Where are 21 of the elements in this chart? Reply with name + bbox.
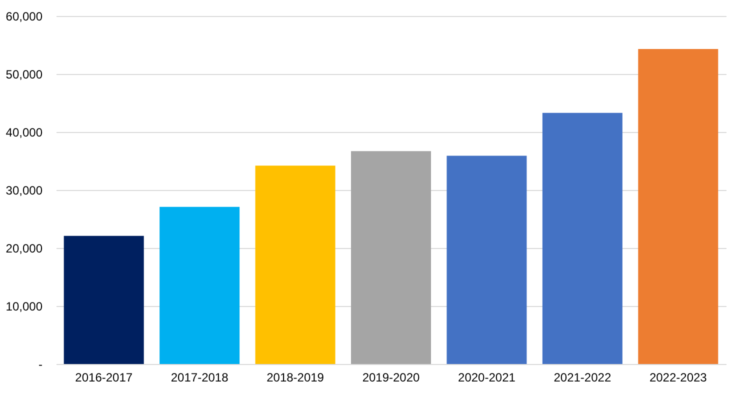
y-tick-label: -: [38, 358, 42, 372]
x-tick-label: 2021-2022: [554, 370, 612, 384]
y-tick-label: 30,000: [6, 184, 43, 198]
bar: [638, 49, 718, 364]
x-tick-label: 2018-2019: [266, 370, 324, 384]
bar: [255, 166, 336, 364]
bar: [351, 151, 431, 364]
bar: [542, 112, 622, 364]
y-tick-label: 20,000: [6, 242, 43, 256]
x-tick-label: 2020-2021: [458, 370, 516, 384]
bar: [160, 206, 240, 364]
y-tick-label: 60,000: [6, 10, 43, 24]
x-tick-label: 2022-2023: [649, 370, 708, 384]
y-tick-label: 40,000: [6, 126, 43, 140]
bar: [446, 156, 527, 364]
y-tick-label: 10,000: [6, 300, 43, 314]
x-tick-label: 2017-2018: [170, 370, 229, 384]
x-tick-label: 2016-2017: [75, 370, 133, 384]
y-tick-label: 50,000: [6, 68, 43, 82]
x-tick-label: 2019-2020: [362, 370, 420, 384]
bar: [64, 236, 144, 364]
